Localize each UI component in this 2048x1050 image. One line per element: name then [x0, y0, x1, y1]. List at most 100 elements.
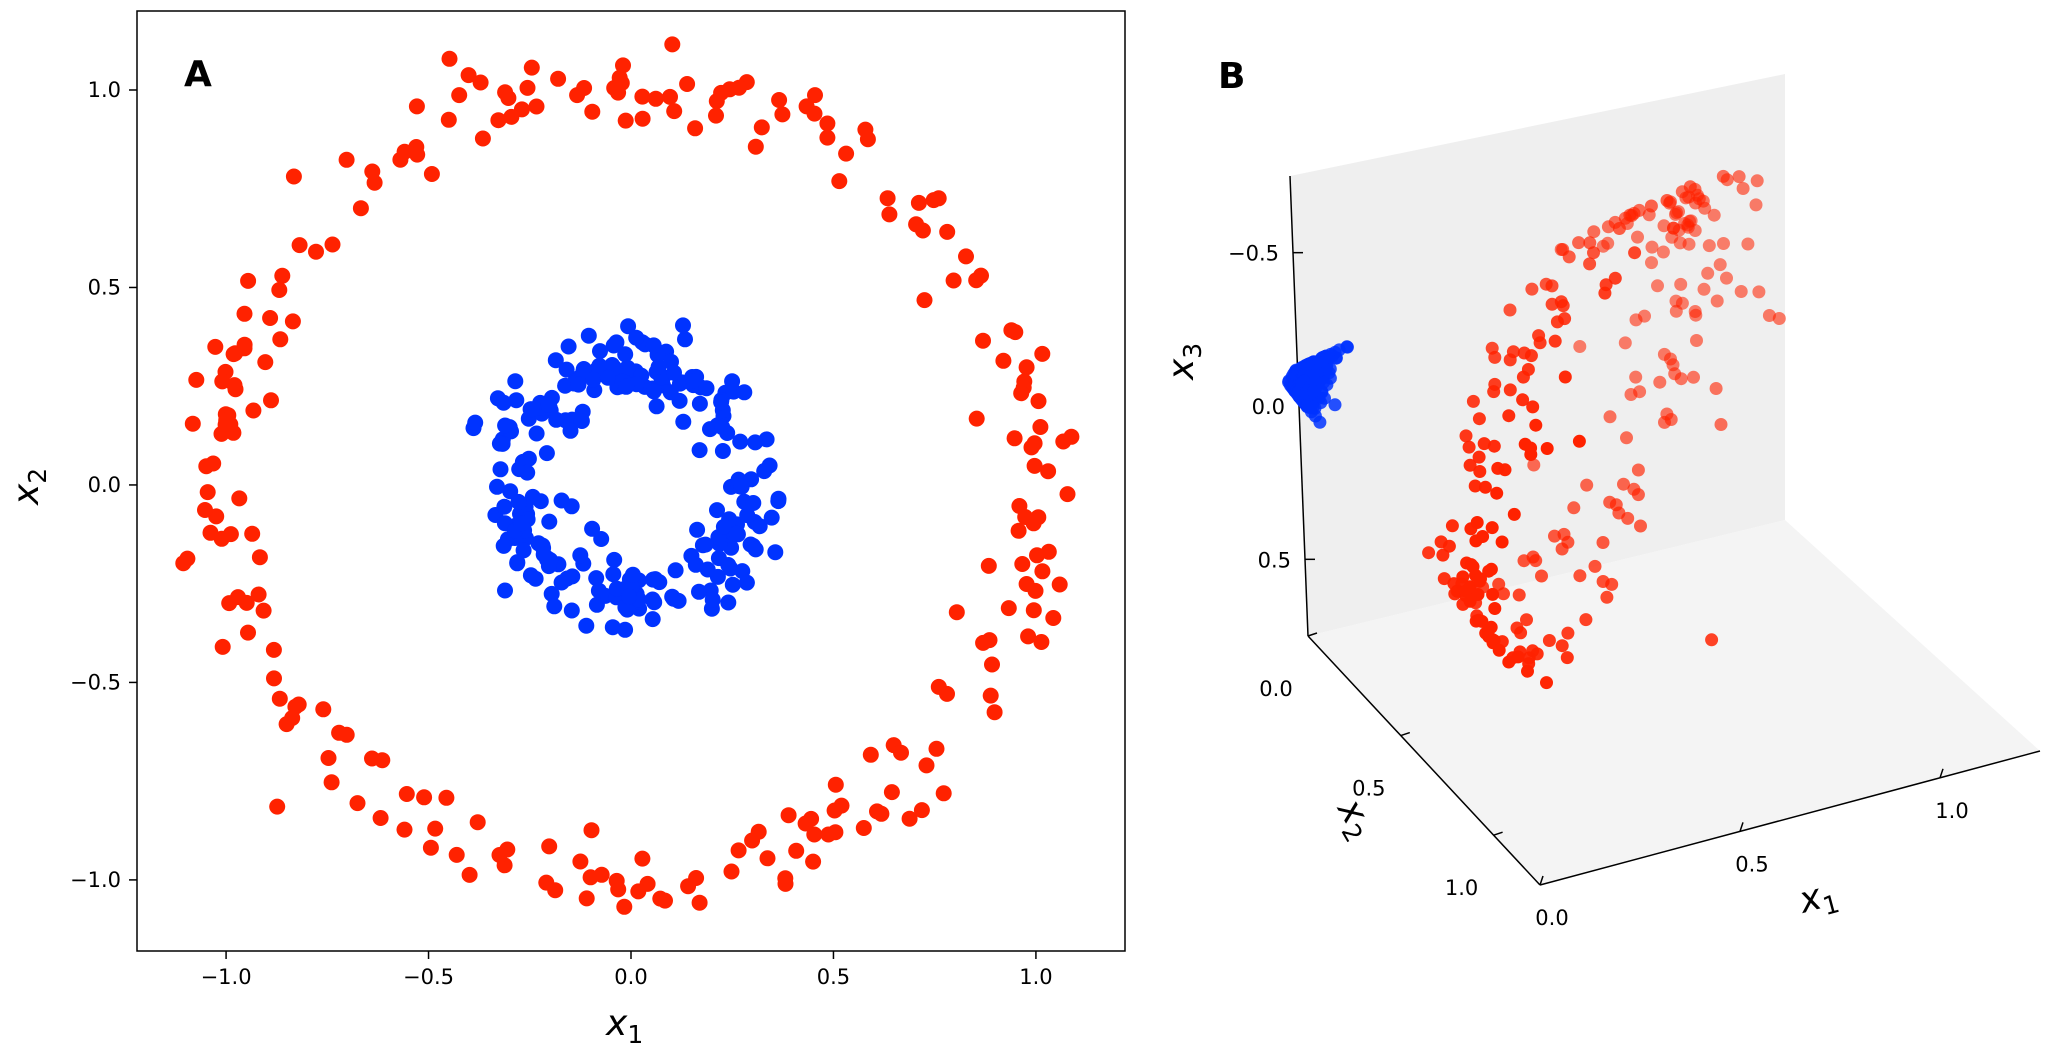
b-red-point — [1618, 336, 1632, 350]
outer-ring-point — [472, 74, 489, 91]
outer-ring-point — [771, 92, 788, 108]
b-red-point — [1477, 437, 1491, 451]
b-red-point — [1634, 519, 1647, 533]
outer-ring-point — [255, 602, 272, 619]
b-red-point — [1503, 353, 1517, 367]
outer-ring-point — [528, 98, 545, 115]
inner-ring-point — [767, 544, 784, 561]
outer-ring-point — [986, 704, 1003, 721]
outer-ring-point — [995, 352, 1012, 369]
b-red-point — [1579, 613, 1593, 627]
outer-ring-point — [879, 190, 896, 207]
panel-b-points — [1282, 169, 1786, 690]
outer-ring-point — [271, 690, 288, 707]
b-red-point — [1556, 299, 1570, 313]
b-red-point — [1629, 313, 1643, 327]
outer-ring-point — [338, 151, 355, 168]
b-red-point — [1555, 542, 1569, 556]
outer-ring-point — [416, 789, 433, 806]
b-red-point — [1620, 431, 1633, 445]
inner-ring-point — [608, 580, 625, 597]
b-red-point — [1487, 385, 1501, 399]
b-red-point — [1583, 257, 1597, 271]
outer-ring-point — [958, 248, 974, 265]
b-red-point — [1741, 237, 1755, 251]
b-red-point — [1517, 554, 1531, 568]
inner-ring-point — [645, 337, 662, 354]
inner-ring-point — [570, 376, 587, 393]
outer-ring-point — [664, 36, 681, 53]
inner-ring-point — [675, 413, 692, 430]
b-red-point — [1629, 370, 1643, 384]
b-red-point — [1612, 222, 1626, 235]
b-red-point — [1459, 429, 1473, 443]
b-red-point — [1717, 237, 1730, 250]
inner-ring-point — [548, 411, 565, 428]
inner-ring-point — [650, 359, 667, 375]
b-x-tick-mark — [1539, 875, 1544, 886]
outer-ring-point — [290, 696, 307, 713]
outer-ring-point — [461, 866, 478, 883]
outer-ring-point — [490, 112, 507, 129]
inner-ring-point — [691, 442, 708, 459]
outer-ring-point — [1040, 463, 1057, 480]
b-x-tick-mark — [1739, 822, 1744, 832]
outer-ring-point — [1051, 576, 1068, 593]
outer-ring-point — [240, 624, 256, 641]
outer-ring-point — [257, 354, 274, 371]
outer-ring-point — [550, 70, 567, 87]
outer-ring-point — [973, 267, 989, 284]
outer-ring-point — [731, 79, 747, 96]
inner-ring-point — [599, 369, 616, 386]
outer-ring-point — [857, 121, 874, 138]
outer-ring-point — [827, 776, 844, 793]
inner-ring-point — [491, 435, 508, 452]
inner-ring-point — [497, 417, 514, 434]
b-red-point — [1600, 590, 1614, 604]
b-red-point — [1701, 266, 1715, 280]
outer-ring-point — [396, 821, 413, 838]
outer-ring-point — [806, 826, 823, 843]
inner-ring-point — [747, 434, 764, 451]
b-blue-point — [1328, 398, 1342, 412]
outer-ring-point — [1020, 628, 1037, 645]
b-red-point — [1732, 170, 1746, 184]
inner-ring-point — [709, 502, 725, 519]
b-red-point — [1514, 626, 1528, 640]
b-red-point — [1502, 409, 1516, 423]
b-red-point — [1490, 486, 1504, 500]
a-y-tick-label: −1.0 — [70, 868, 121, 892]
panel-a-label: A — [184, 54, 212, 95]
b-red-point — [1713, 258, 1727, 272]
outer-ring-point — [1032, 419, 1049, 435]
outer-ring-point — [1006, 430, 1023, 447]
b-red-point — [1669, 304, 1683, 318]
inner-ring-point — [520, 450, 537, 467]
outer-ring-point — [1010, 522, 1027, 539]
b-red-point — [1702, 239, 1716, 253]
inner-ring-point — [720, 557, 737, 573]
inner-ring-point — [747, 541, 764, 558]
b-red-point — [1487, 439, 1501, 453]
inner-ring-point — [691, 583, 707, 600]
outer-ring-point — [862, 746, 879, 763]
inner-ring-point — [563, 498, 580, 515]
inner-ring-point — [624, 566, 641, 583]
inner-ring-point — [606, 551, 623, 568]
outer-ring-point — [708, 93, 725, 110]
inner-ring-point — [540, 396, 557, 413]
b-red-point — [1497, 587, 1510, 601]
b-blue-point — [1313, 415, 1327, 429]
inner-ring-point — [738, 574, 755, 591]
b-red-point — [1495, 535, 1509, 549]
outer-ring-point — [968, 410, 985, 427]
a-x-tick-label: 1.0 — [1019, 965, 1052, 989]
inner-ring-point — [467, 414, 484, 431]
outer-ring-point — [945, 272, 962, 289]
outer-ring-point — [1045, 610, 1062, 626]
outer-ring-point — [831, 173, 848, 190]
inner-ring-point — [715, 518, 732, 535]
outer-ring-point — [251, 549, 268, 566]
b-x-tick-label: 0.0 — [1535, 906, 1568, 930]
outer-ring-point — [372, 810, 389, 826]
